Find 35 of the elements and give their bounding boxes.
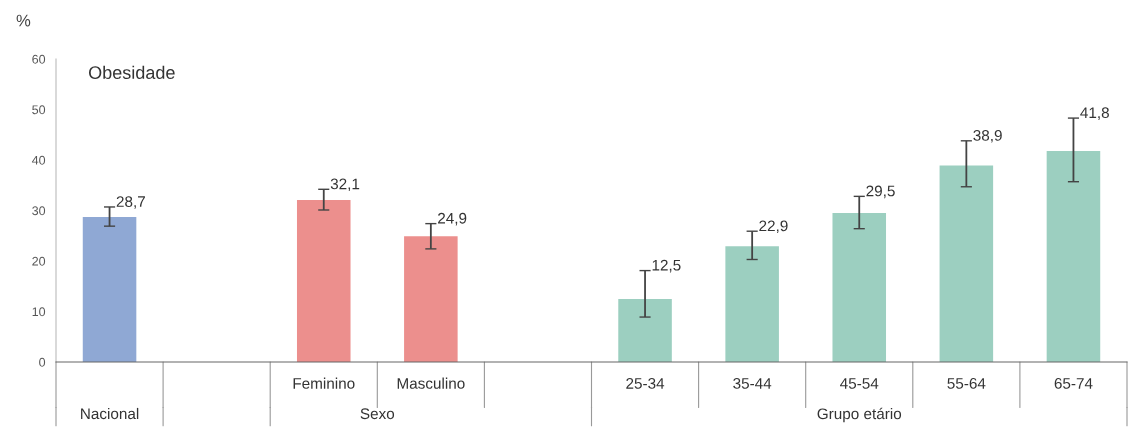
bar — [296, 199, 351, 362]
x-tick-label: 55-64 — [947, 378, 986, 389]
bar — [618, 298, 672, 362]
x-tick-label: 25-34 — [626, 378, 665, 389]
y-tick-label: 60 — [32, 54, 46, 64]
x-tick-label: 45-54 — [840, 378, 879, 389]
bar — [725, 246, 779, 362]
text: Nacional — [81, 407, 139, 420]
x-tick-label: Feminino — [293, 377, 355, 389]
y-tick-label: 40 — [31, 155, 46, 165]
y-tick-label: 10 — [32, 307, 46, 317]
chart-title: Obesidade — [88, 65, 175, 79]
text: Grupo etário — [817, 407, 902, 423]
y-tick-label: 20 — [32, 256, 46, 266]
bar — [404, 236, 458, 362]
data-label: 29,5 — [866, 185, 895, 199]
y-axis-title: % — [16, 14, 31, 27]
data-label: 22,9 — [759, 220, 788, 234]
y-tick-label: 30 — [32, 206, 46, 216]
text: Sexo — [360, 408, 395, 420]
bar — [1046, 150, 1101, 362]
x-tick-label: 65-74 — [1054, 378, 1093, 389]
data-label: 28,7 — [116, 196, 145, 209]
data-label: 41,8 — [1080, 107, 1109, 120]
data-label: 12,5 — [652, 259, 681, 273]
x-tick-label: 35-44 — [733, 378, 772, 389]
data-label: 24,9 — [438, 212, 467, 226]
data-label: 38,9 — [973, 130, 1002, 143]
y-tick-label: 0 — [39, 357, 46, 367]
bar — [82, 217, 137, 362]
data-label: 32,1 — [330, 178, 360, 192]
bar — [939, 165, 994, 362]
y-tick-label: 50 — [32, 105, 46, 115]
bar — [832, 213, 887, 362]
x-tick-label: Masculino — [397, 377, 465, 389]
